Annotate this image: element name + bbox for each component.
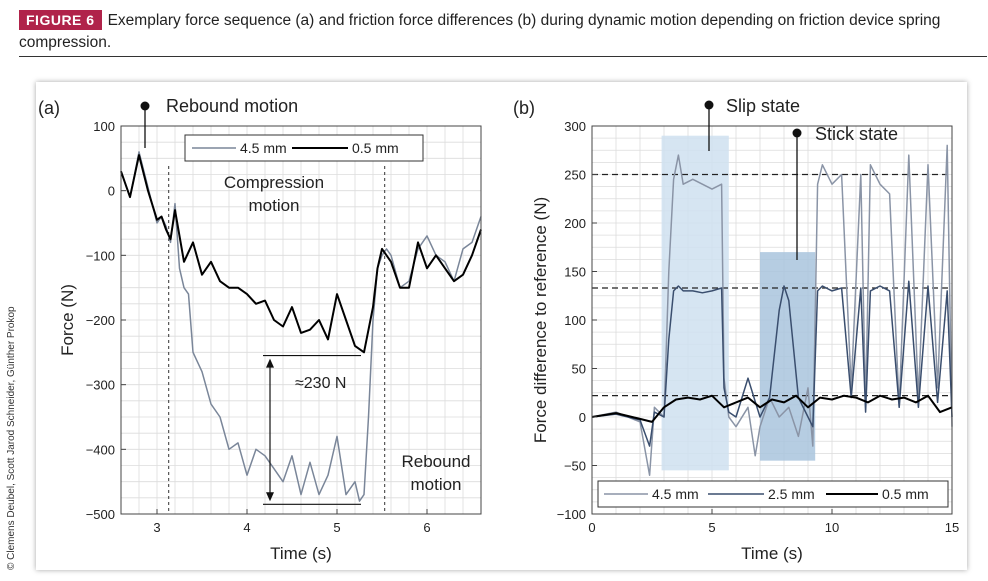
y-tick-label: −100 — [557, 507, 586, 522]
y-tick-label: 300 — [564, 119, 586, 134]
legend-label: 4.5 mm — [240, 140, 287, 156]
shaded-region-1 — [760, 252, 816, 461]
panel-label: (b) — [513, 98, 535, 118]
y-tick-label: −50 — [564, 459, 586, 474]
series-line-4-5-mm — [591, 144, 953, 476]
y-tick-label: 200 — [564, 216, 586, 231]
x-tick-label: 5 — [333, 520, 340, 535]
x-tick-label: 5 — [708, 520, 715, 535]
y-tick-label: 50 — [572, 362, 586, 377]
photo-credit: © Clemens Deubel, Scott Jarod Schneider,… — [6, 306, 17, 570]
difference-arrowhead-down — [266, 492, 274, 502]
annotation-difference: ≈230 N — [295, 375, 346, 392]
y-tick-label: 250 — [564, 168, 586, 183]
y-axis-label: Force (N) — [58, 284, 77, 356]
y-tick-label: −100 — [86, 248, 115, 263]
series-line-4-5-mm — [120, 151, 482, 502]
y-tick-label: −300 — [86, 378, 115, 393]
y-tick-label: 100 — [564, 313, 586, 328]
x-tick-label: 6 — [423, 520, 430, 535]
legend-b — [597, 480, 949, 508]
y-tick-label: −500 — [86, 507, 115, 522]
figure-badge: FIGURE 6 — [19, 10, 102, 30]
y-tick-label: 0 — [579, 410, 586, 425]
grid-0 — [120, 125, 482, 515]
annotation-rebound-bottom: Rebound — [401, 452, 470, 471]
y-tick-label: 100 — [93, 119, 115, 134]
figure-caption: FIGURE 6 Exemplary force sequence (a) and… — [19, 10, 979, 54]
caption-text: Exemplary force sequence (a) and frictio… — [19, 12, 941, 51]
x-tick-label: 10 — [825, 520, 839, 535]
x-tick-label: 0 — [588, 520, 595, 535]
y-axis-label: Force difference to reference (N) — [531, 197, 550, 443]
annotation-slip: Slip state — [726, 96, 800, 116]
legend-label: 0.5 mm — [352, 140, 399, 156]
y-tick-label: 0 — [108, 184, 115, 199]
difference-arrowhead-up — [266, 358, 274, 368]
annotation-compression: motion — [248, 196, 299, 215]
legend-label: 4.5 mm — [652, 486, 699, 502]
series-line-2-5-mm — [591, 280, 953, 447]
series-line-0-5-mm — [120, 154, 482, 354]
x-tick-label: 15 — [945, 520, 959, 535]
annotation-compression: Compression — [224, 173, 324, 192]
legend-a — [184, 134, 424, 162]
figure-frame: 3 4 5 6 100 0 −100 −200 −300 −400 −500 Time (s) Forc… — [36, 82, 967, 570]
legend-label: 0.5 mm — [882, 486, 929, 502]
annotation-rebound-bottom: motion — [410, 475, 461, 494]
panel-label: (a) — [38, 98, 60, 118]
caption-rule — [19, 56, 987, 57]
series-line-0-5-mm — [591, 394, 953, 423]
y-tick-label: 150 — [564, 265, 586, 280]
y-tick-label: −400 — [86, 442, 115, 457]
x-tick-label: 4 — [243, 520, 250, 535]
x-axis-label: Time (s) — [270, 544, 332, 563]
annotation-rebound-top: Rebound motion — [166, 96, 298, 116]
legend-label: 2.5 mm — [768, 486, 815, 502]
x-tick-label: 3 — [153, 520, 160, 535]
y-tick-label: −200 — [86, 313, 115, 328]
annotation-stick: Stick state — [815, 124, 898, 144]
x-axis-label: Time (s) — [741, 544, 803, 563]
legend-box — [597, 480, 949, 508]
